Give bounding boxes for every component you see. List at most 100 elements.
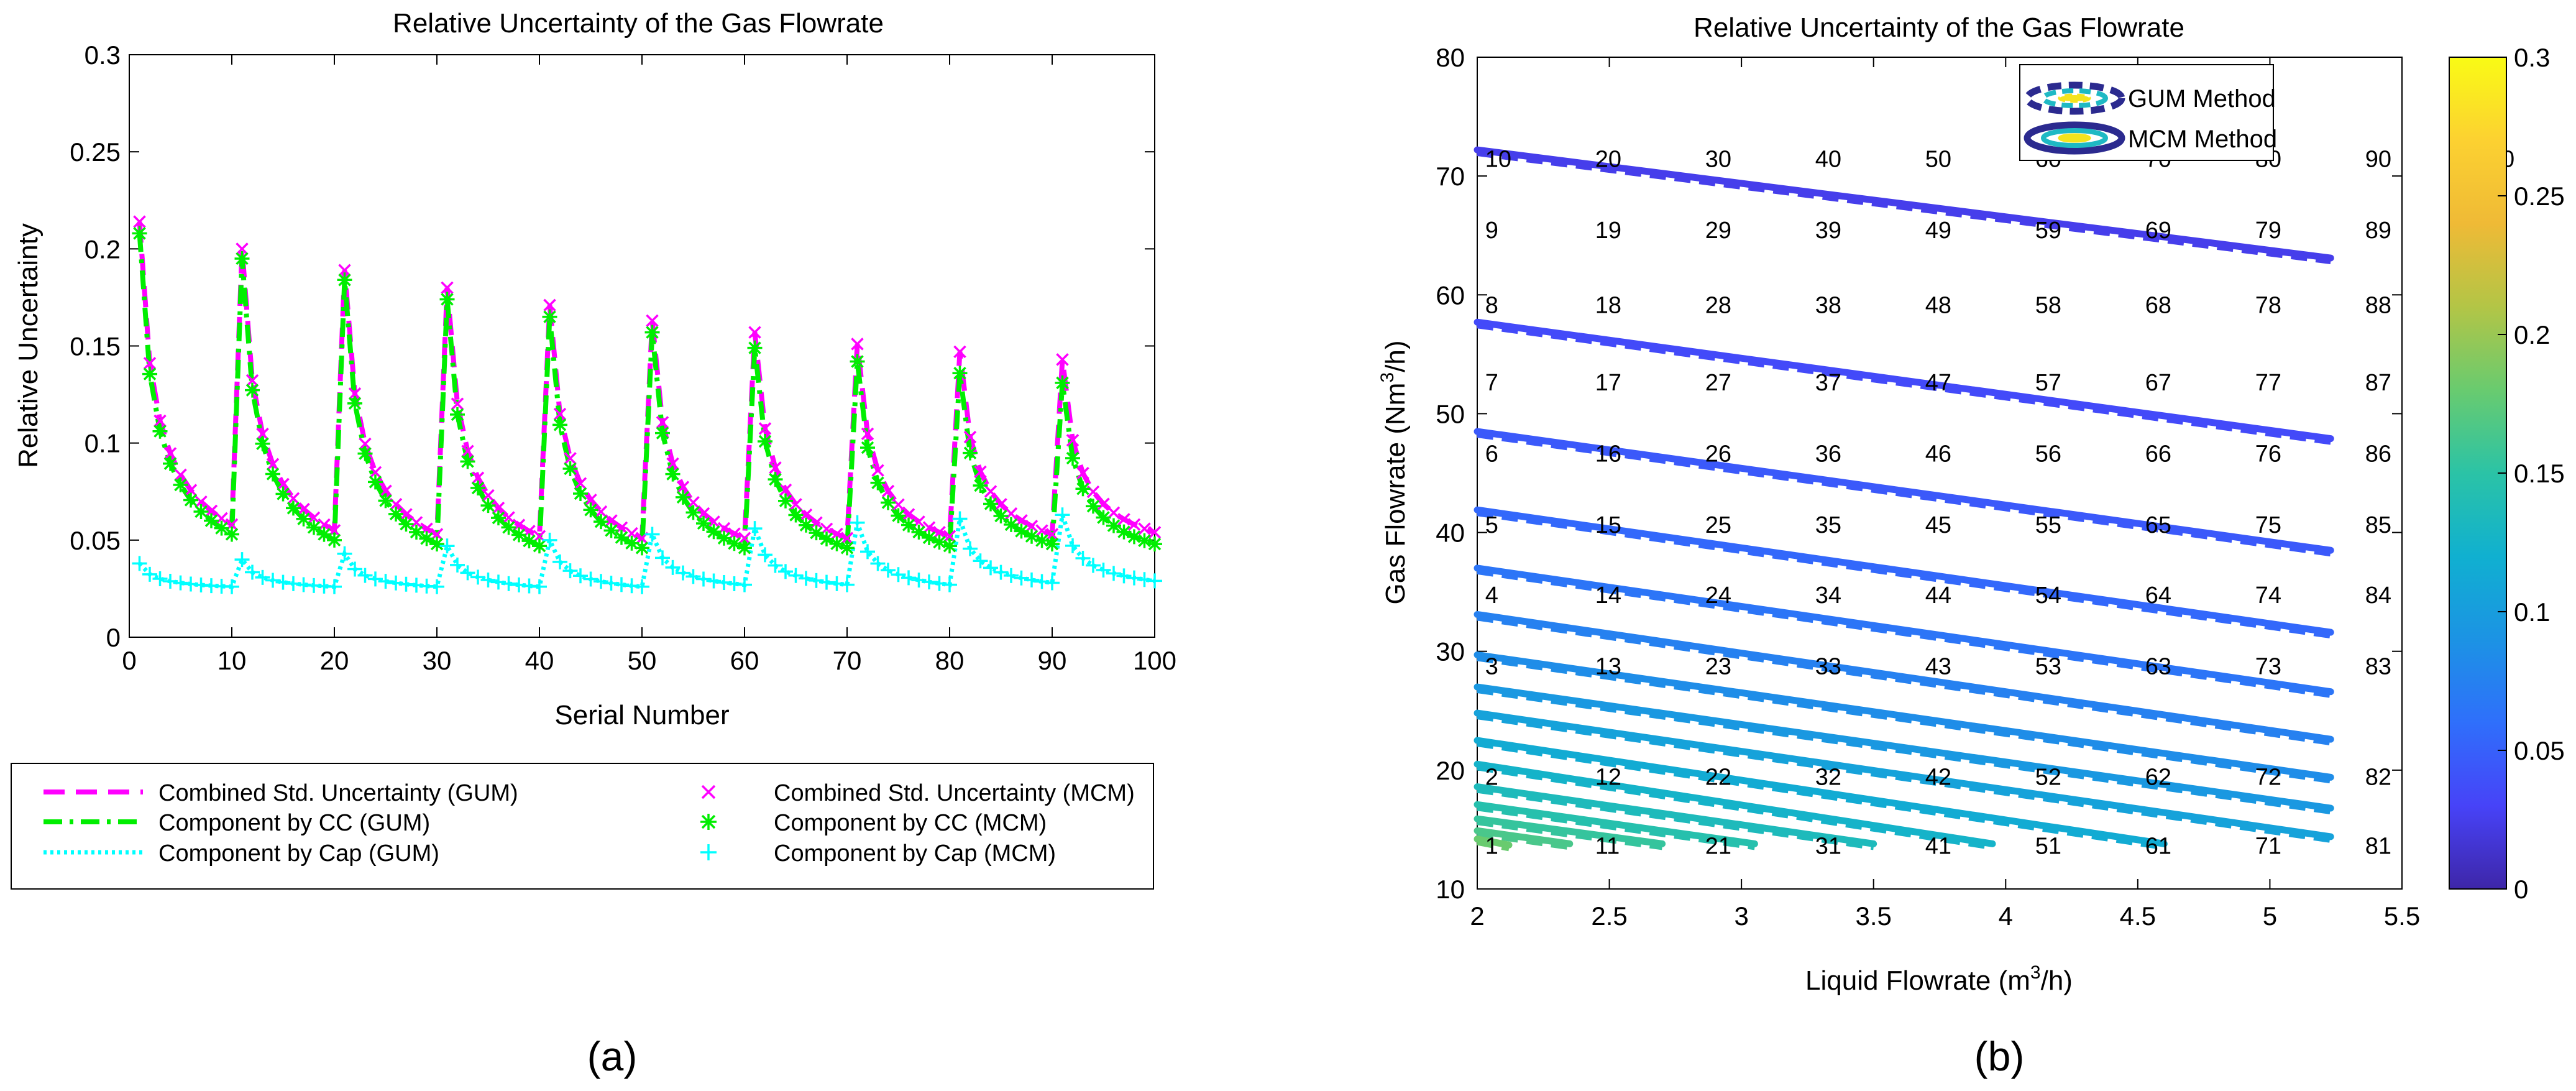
data-point-marker xyxy=(215,512,228,525)
chart-a-xtick-label: 20 xyxy=(320,646,349,675)
chart-b-ytick-label: 30 xyxy=(1436,637,1465,666)
colorbar xyxy=(2449,57,2507,890)
legend-marker-sample xyxy=(700,814,717,830)
point-label: 42 xyxy=(1925,764,1951,790)
chart-a-ytick-label: 0.05 xyxy=(70,526,121,555)
data-point-marker xyxy=(819,574,834,590)
contour-line-gum xyxy=(1477,840,1510,852)
data-point-marker xyxy=(603,576,619,591)
contour-line-gum xyxy=(1477,688,2331,814)
data-point-marker xyxy=(378,493,393,509)
data-point-marker xyxy=(952,366,968,381)
data-point-marker xyxy=(799,508,813,522)
contour-line-mcm xyxy=(1474,564,2334,696)
data-point-marker xyxy=(644,527,660,542)
data-point-marker xyxy=(758,433,772,449)
data-point-marker xyxy=(234,251,250,266)
data-point-marker xyxy=(1127,518,1141,532)
data-point-marker xyxy=(973,477,988,493)
data-point-marker xyxy=(154,414,167,428)
data-point-marker xyxy=(224,527,239,542)
data-point-marker xyxy=(758,422,772,435)
data-point-marker xyxy=(840,532,854,545)
data-point-marker xyxy=(737,540,752,556)
data-point-marker xyxy=(542,532,557,548)
chart-a-xtick-label: 60 xyxy=(730,646,759,675)
data-point-marker xyxy=(1065,538,1080,553)
data-point-marker xyxy=(542,309,557,325)
data-point-marker xyxy=(174,468,187,482)
point-label: 64 xyxy=(2145,582,2171,609)
data-point-marker xyxy=(891,508,906,523)
data-point-marker xyxy=(748,326,761,339)
chart-b-xlabel: Liquid Flowrate (m3/h) xyxy=(1805,962,2073,996)
data-point-marker xyxy=(614,530,629,545)
data-point-marker xyxy=(398,517,414,532)
data-point-marker xyxy=(573,568,588,584)
chart-a-series xyxy=(132,215,1162,594)
data-point-marker xyxy=(1148,526,1162,539)
data-point-marker xyxy=(942,538,957,554)
point-label: 88 xyxy=(2365,293,2391,319)
data-point-marker xyxy=(778,493,793,509)
data-point-marker xyxy=(1138,522,1151,535)
data-point-marker xyxy=(747,521,763,536)
data-point-marker xyxy=(932,576,947,591)
chart-a-axis-ticks: 0 10 20 30 40 50 60 70 80 90 100 0 0.05 0.1 0.15 0.2 0.2… xyxy=(70,40,1176,675)
data-point-marker xyxy=(788,568,804,583)
data-point-marker xyxy=(1004,517,1019,532)
chart-b-xtick-label: 2.5 xyxy=(1591,901,1627,931)
data-point-marker xyxy=(768,558,783,573)
point-label: 47 xyxy=(1925,370,1951,396)
data-point-marker xyxy=(1096,510,1111,525)
chart-b-xtick-label: 3 xyxy=(1734,901,1748,931)
data-point-marker xyxy=(902,508,915,521)
panel-a: Relative Uncertainty of the Gas Flowrate… xyxy=(11,8,1176,1079)
point-label: 6 xyxy=(1485,441,1498,467)
chart-b-ylabel-sup: 3 xyxy=(1377,372,1398,383)
data-point-marker xyxy=(429,579,444,594)
point-label: 68 xyxy=(2145,293,2171,319)
colorbar-tick-label: 0.1 xyxy=(2514,597,2550,627)
contour-line-mcm xyxy=(1474,827,1574,847)
point-label: 72 xyxy=(2255,764,2281,790)
data-point-marker xyxy=(901,570,916,586)
data-point-marker xyxy=(583,571,598,587)
panel-b-label: (b) xyxy=(1974,1033,2025,1079)
data-point-marker xyxy=(665,466,681,482)
data-point-marker xyxy=(163,573,178,589)
data-point-marker xyxy=(502,511,515,524)
data-point-marker xyxy=(1075,481,1091,497)
data-point-marker xyxy=(574,477,587,490)
contour-line-gum xyxy=(1477,511,2331,639)
point-label: 63 xyxy=(2145,654,2171,680)
data-point-marker xyxy=(892,498,905,512)
chart-a-ytick-label: 0 xyxy=(106,623,121,652)
data-point-marker xyxy=(943,530,956,543)
data-point-marker xyxy=(255,436,270,451)
data-point-marker xyxy=(1034,533,1050,548)
point-label: 61 xyxy=(2145,833,2171,859)
point-label: 41 xyxy=(1925,833,1951,859)
contour-line-mcm xyxy=(1474,836,1513,849)
data-point-marker xyxy=(644,325,660,340)
data-point-marker xyxy=(974,465,987,479)
point-label: 89 xyxy=(2365,218,2391,244)
data-point-marker xyxy=(338,264,351,277)
contour-line-mcm xyxy=(1474,610,2334,743)
contour-line-gum xyxy=(1477,788,1874,850)
data-point-marker xyxy=(234,552,250,568)
point-label: 58 xyxy=(2035,293,2061,319)
point-label: 19 xyxy=(1595,218,1621,244)
data-point-marker xyxy=(183,492,198,508)
point-label: 11 xyxy=(1595,833,1620,859)
contour-line-mcm xyxy=(1474,146,2334,262)
data-point-marker xyxy=(297,502,310,516)
chart-a-xtick-label: 0 xyxy=(122,646,136,675)
data-point-marker xyxy=(850,515,865,530)
chart-b-ylabel-end: /h) xyxy=(1380,341,1411,372)
data-point-marker xyxy=(984,485,997,498)
data-point-marker xyxy=(1014,570,1029,586)
data-point-marker xyxy=(605,514,618,527)
data-point-marker xyxy=(337,272,352,288)
